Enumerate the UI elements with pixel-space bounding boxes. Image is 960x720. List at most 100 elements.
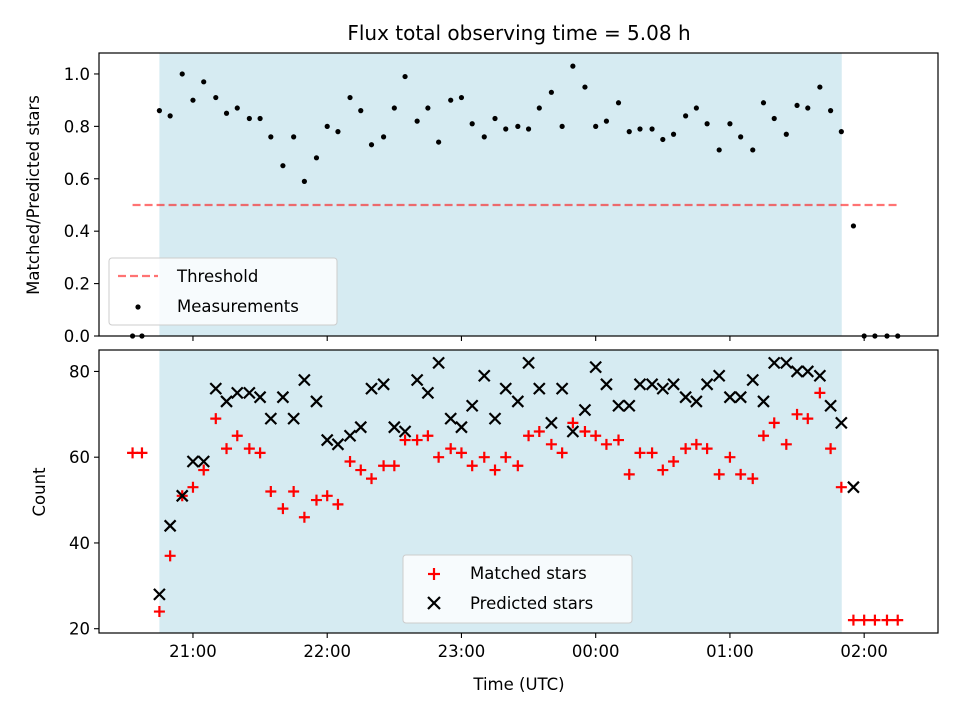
bottom-y-tick-label: 60: [69, 448, 90, 467]
measurement-point: [291, 134, 297, 140]
measurement-point: [817, 84, 823, 90]
bottom-y-axis-label: Count: [30, 467, 49, 517]
matched-star-point: [512, 460, 524, 472]
predicted-star-point: [421, 386, 435, 400]
matched-star-point: [701, 443, 713, 455]
matched-star-point: [153, 606, 165, 618]
matched-star-point: [500, 451, 512, 463]
predicted-star-point: [555, 382, 569, 395]
measurement-point: [280, 163, 286, 169]
measurement-point: [313, 155, 320, 161]
matched-star-point: [747, 473, 759, 485]
matched-star-point: [127, 447, 139, 459]
matched-star-point: [600, 438, 612, 450]
predicted-star-point: [656, 382, 670, 395]
matched-star-point: [445, 443, 457, 455]
x-tick-label: 23:00: [438, 642, 486, 661]
predicted-star-point: [790, 365, 804, 378]
predicted-star-point: [444, 412, 457, 425]
top-x-ticks: [192, 336, 865, 341]
predicted-star-point: [780, 356, 793, 370]
predicted-star-point: [388, 420, 401, 434]
predicted-star-point: [690, 395, 703, 408]
measurement-point: [358, 108, 364, 114]
matched-star-point: [668, 455, 680, 467]
predicted-star-point: [801, 365, 815, 378]
measurement-point: [179, 71, 185, 77]
measurement-point: [548, 89, 554, 95]
predicted-star-point: [734, 390, 747, 404]
predicted-star-point: [310, 395, 323, 408]
measurement-point: [414, 118, 420, 124]
measurement-point: [738, 134, 744, 140]
measurement-point: [268, 134, 274, 140]
matched-star-point: [858, 614, 870, 626]
measurement-point: [458, 94, 465, 101]
measurement-point: [156, 108, 163, 114]
predicted-star-point: [600, 378, 613, 391]
matched-star-point: [433, 451, 445, 463]
x-tick-label: 02:00: [840, 642, 888, 661]
predicted-star-point: [398, 425, 412, 438]
predicted-star-point: [667, 378, 680, 391]
matched-star-point: [288, 486, 300, 497]
measurement-point: [324, 123, 330, 129]
matched-star-point: [634, 447, 646, 459]
predicted-star-point: [153, 588, 166, 601]
top-y-tick-label: 0.4: [64, 222, 90, 241]
measurement-point: [783, 131, 789, 137]
predicted-star-point: [365, 382, 378, 395]
predicted-star-point: [757, 395, 770, 408]
measurement-point: [391, 105, 397, 111]
matched-star-point: [579, 425, 591, 437]
measurement-point: [223, 110, 230, 116]
matched-star-point: [791, 408, 803, 420]
measurement-point: [335, 129, 341, 135]
matched-star-point: [210, 413, 222, 425]
predicted-star-point: [712, 369, 726, 383]
measurement-point: [570, 63, 576, 69]
matched-star-point: [489, 464, 501, 476]
matched-star-point: [835, 481, 847, 493]
measurement-point: [525, 126, 532, 132]
measurement-point: [850, 223, 857, 229]
matched-star-point: [556, 447, 568, 459]
matched-star-point: [757, 430, 769, 442]
matched-star-point: [422, 430, 434, 442]
predicted-star-point: [175, 489, 189, 503]
chart-title: Flux total observing time = 5.08 h: [347, 21, 690, 45]
measurement-point: [536, 105, 542, 111]
matched-star-point: [265, 486, 277, 497]
matched-star-point: [814, 387, 826, 399]
predicted-star-point: [533, 382, 546, 395]
measurement-point: [257, 115, 263, 122]
bottom-legend: Matched stars Predicted stars: [402, 554, 633, 624]
matched-star-point: [590, 430, 602, 442]
predicted-star-point: [511, 395, 525, 408]
predicted-star-point: [545, 416, 558, 430]
measurement-point: [481, 134, 487, 140]
top-legend-box: [108, 257, 338, 326]
top-legend: Threshold Measurements: [108, 257, 338, 326]
predicted-star-point: [499, 382, 513, 395]
matched-star-point: [881, 614, 893, 626]
x-tick-label: 22:00: [303, 642, 351, 661]
top-y-tick-label: 1.0: [64, 65, 90, 84]
matched-star-point: [768, 417, 780, 429]
legend-threshold-label: Threshold: [176, 267, 258, 286]
top-y-tick-label: 0.2: [64, 275, 90, 294]
matched-star-point: [198, 464, 210, 476]
bottom-y-tick-label: 20: [69, 620, 90, 639]
predicted-star-point: [410, 373, 424, 387]
matched-star-point: [533, 425, 545, 437]
predicted-star-point: [700, 378, 714, 391]
measurement-point: [838, 129, 844, 135]
x-tick-label: 21:00: [169, 642, 217, 661]
measurement-point: [727, 121, 733, 127]
top-y-tick-label: 0.0: [64, 327, 90, 346]
matched-star-point: [231, 430, 243, 442]
matched-star-point: [187, 481, 199, 493]
predicted-star-point: [746, 373, 760, 387]
matched-star-point: [657, 464, 669, 476]
